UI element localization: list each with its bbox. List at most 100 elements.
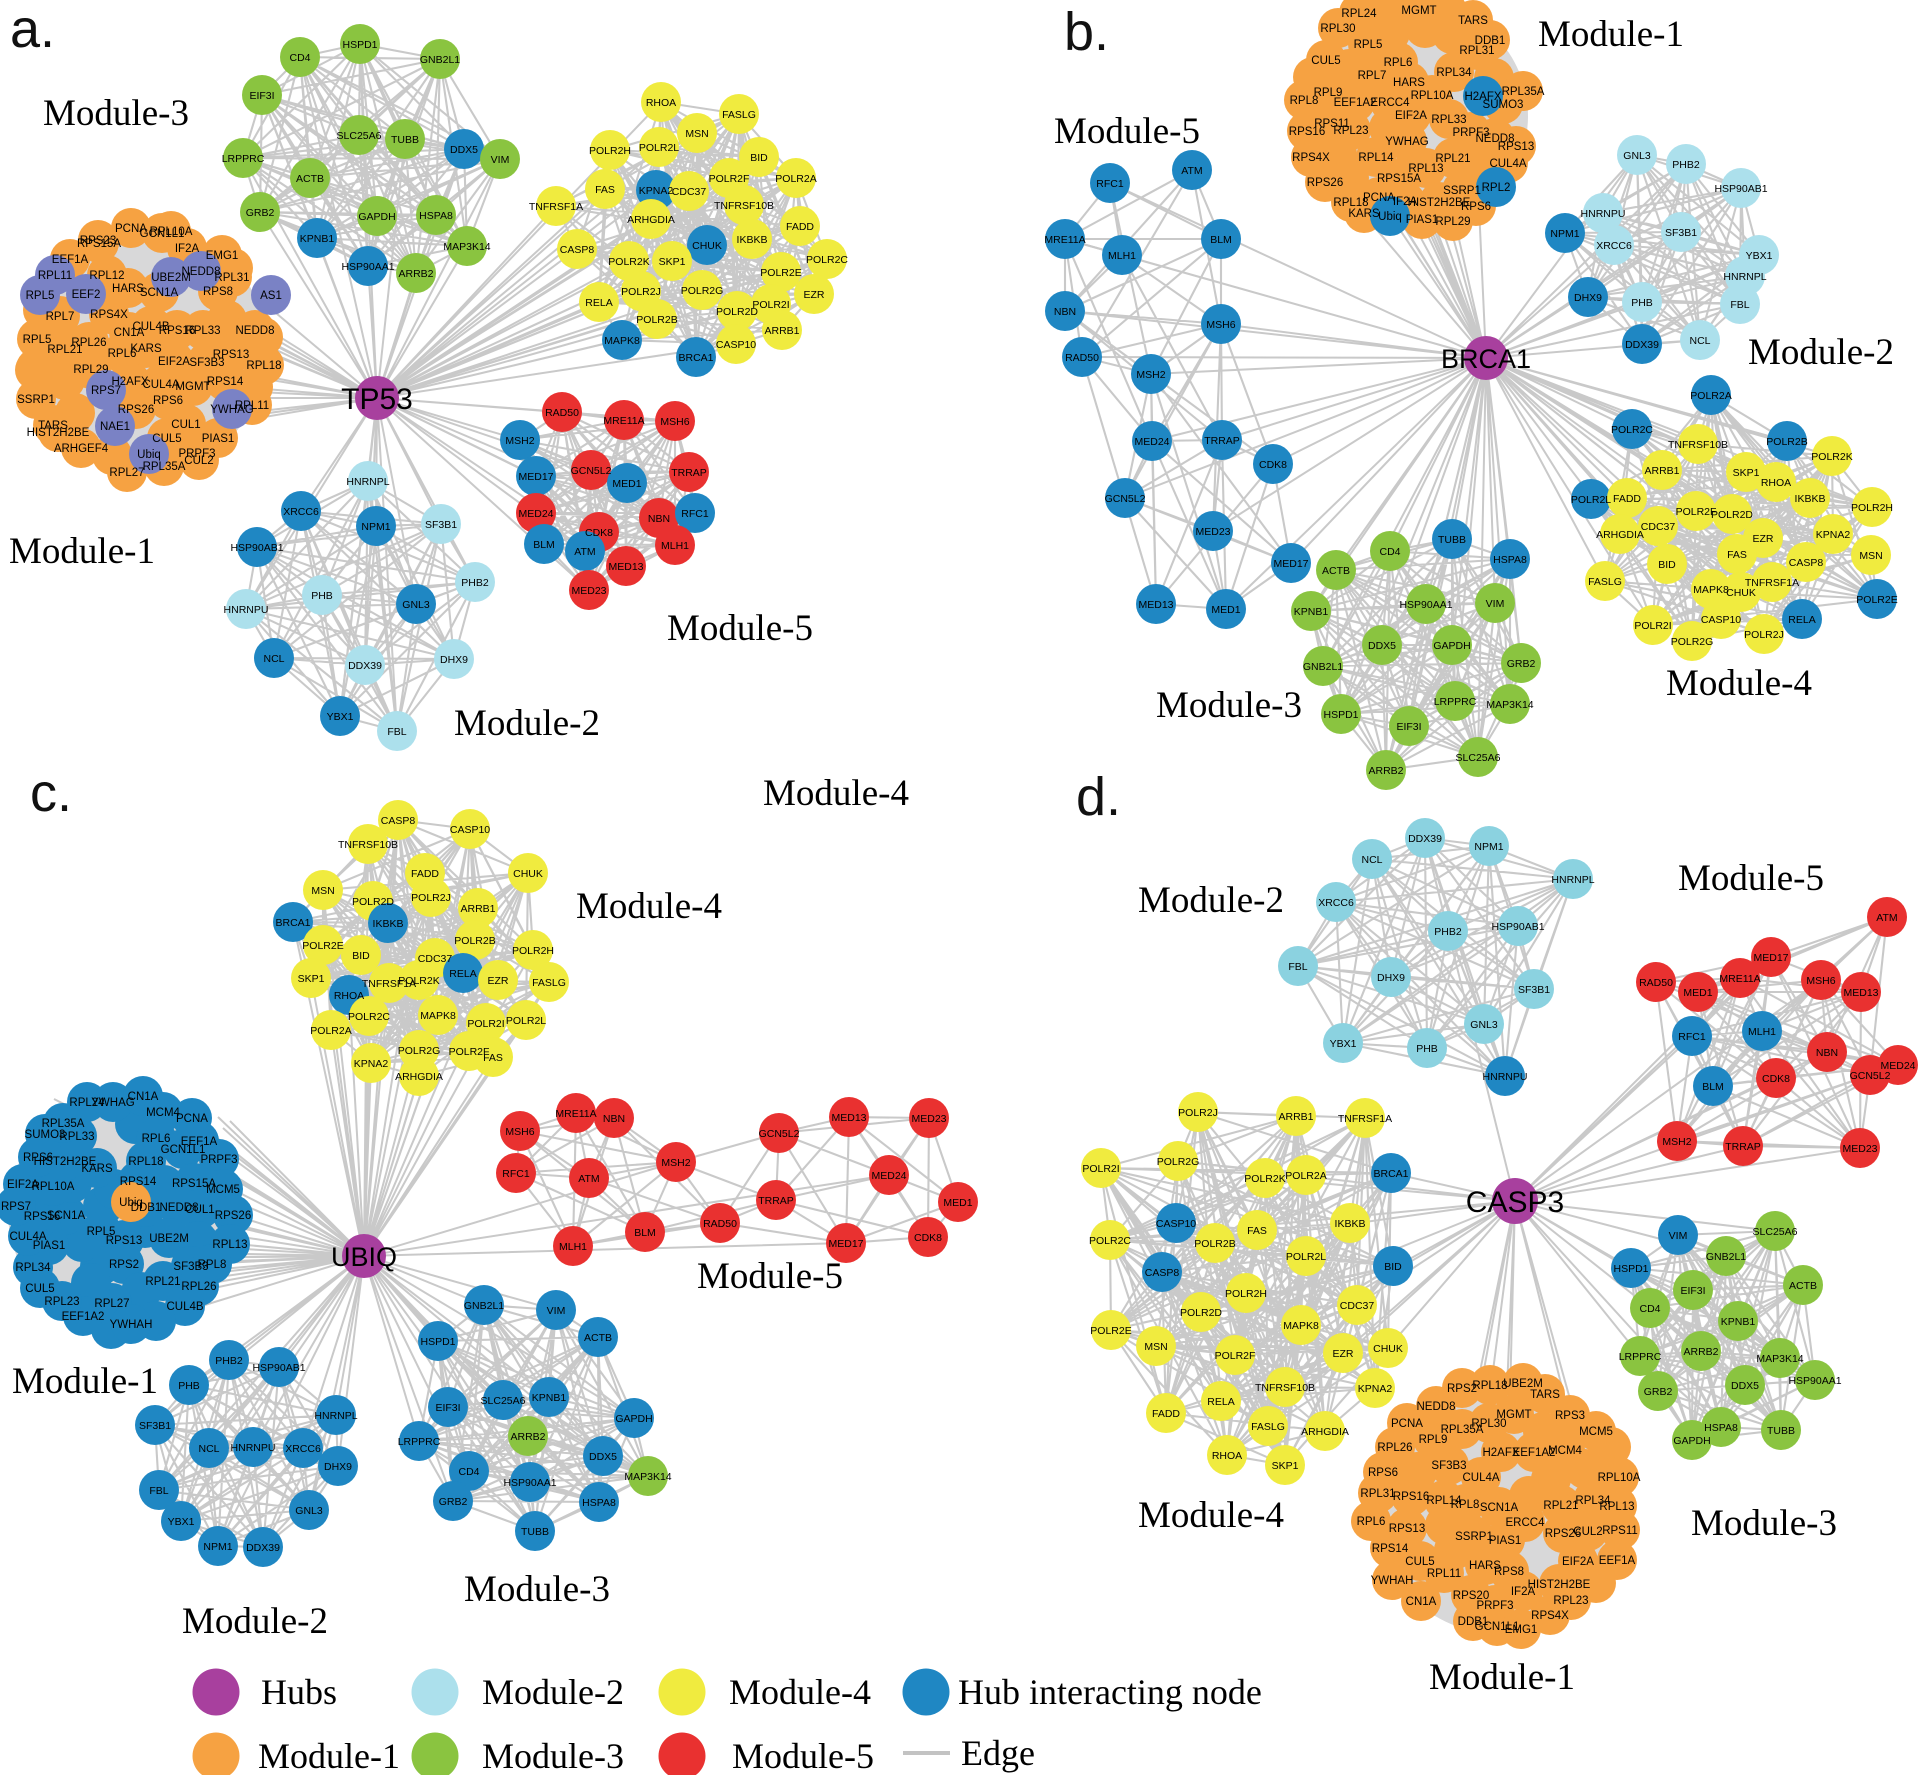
svg-text:MED17: MED17	[518, 471, 553, 483]
svg-text:GAPDH: GAPDH	[615, 1413, 652, 1425]
svg-text:RPS26: RPS26	[215, 1210, 251, 1222]
svg-text:YWHAG: YWHAG	[91, 1097, 135, 1109]
svg-text:UBE2M: UBE2M	[151, 272, 191, 284]
svg-text:HSP90AB1: HSP90AB1	[252, 1362, 305, 1374]
svg-text:RPS8: RPS8	[1494, 1566, 1524, 1578]
svg-text:MCM5: MCM5	[1579, 1426, 1613, 1438]
svg-text:TRRAP: TRRAP	[1204, 435, 1240, 447]
svg-text:GCN5L2: GCN5L2	[1850, 1070, 1891, 1082]
svg-text:EIF2A: EIF2A	[158, 356, 190, 368]
svg-text:KPNB1: KPNB1	[532, 1392, 567, 1404]
svg-text:MED13: MED13	[831, 1112, 866, 1124]
svg-text:BLM: BLM	[1210, 234, 1232, 246]
svg-text:SKP1: SKP1	[1272, 1460, 1299, 1472]
svg-text:DDX39: DDX39	[1625, 339, 1659, 351]
svg-text:IF2A: IF2A	[1511, 1586, 1536, 1598]
svg-text:RPL10A: RPL10A	[32, 1181, 75, 1193]
svg-text:YWHAH: YWHAH	[110, 1319, 153, 1331]
svg-text:POLR2H: POLR2H	[1225, 1288, 1267, 1300]
svg-text:RPS7: RPS7	[1, 1201, 31, 1213]
svg-text:EEF1A: EEF1A	[1599, 1555, 1636, 1567]
svg-text:PCNA: PCNA	[176, 1113, 208, 1125]
svg-text:POLR2K: POLR2K	[398, 975, 439, 987]
svg-text:FADD: FADD	[1152, 1408, 1180, 1420]
svg-text:CASP10: CASP10	[450, 824, 490, 836]
svg-text:HARS: HARS	[112, 283, 144, 295]
svg-text:RPL11: RPL11	[235, 400, 269, 412]
svg-text:CD4: CD4	[1639, 1303, 1660, 1315]
svg-text:POLR2F: POLR2F	[709, 173, 750, 185]
svg-text:EIF2A: EIF2A	[1562, 1556, 1594, 1568]
svg-text:POLR2H: POLR2H	[589, 145, 631, 157]
svg-text:PHB: PHB	[1416, 1043, 1438, 1055]
svg-text:RAD50: RAD50	[1065, 352, 1099, 364]
svg-text:Module-2: Module-2	[454, 703, 600, 744]
svg-text:XRCC6: XRCC6	[1318, 897, 1354, 909]
svg-text:RPL6: RPL6	[1357, 1516, 1386, 1528]
svg-text:POLR2J: POLR2J	[621, 286, 661, 298]
svg-text:POLR2K: POLR2K	[1811, 451, 1852, 463]
svg-text:Module-5: Module-5	[732, 1736, 874, 1775]
svg-text:TNFRSF10B: TNFRSF10B	[1255, 1382, 1315, 1394]
svg-text:PHB2: PHB2	[215, 1355, 243, 1367]
svg-text:RPL31: RPL31	[1459, 45, 1494, 57]
svg-text:POLR2E: POLR2E	[1856, 594, 1897, 606]
svg-text:MED24: MED24	[1134, 436, 1169, 448]
svg-text:MED24: MED24	[1880, 1060, 1915, 1072]
svg-text:MGMT: MGMT	[175, 381, 210, 393]
svg-text:GCN5L2: GCN5L2	[759, 1128, 800, 1140]
svg-text:VIM: VIM	[1669, 1230, 1688, 1242]
svg-text:RPL13: RPL13	[1408, 163, 1443, 175]
svg-text:HSP90AA1: HSP90AA1	[1399, 599, 1452, 611]
svg-text:RPL10A: RPL10A	[150, 226, 193, 238]
svg-text:MAP3K14: MAP3K14	[443, 241, 490, 253]
svg-text:RPL27: RPL27	[109, 467, 144, 479]
svg-text:RPS15A: RPS15A	[1377, 173, 1421, 185]
svg-text:CUL5: CUL5	[25, 1283, 54, 1295]
svg-text:EEF1A: EEF1A	[52, 254, 89, 266]
svg-text:CASP10: CASP10	[1701, 614, 1741, 626]
svg-text:CDK8: CDK8	[1259, 459, 1287, 471]
svg-text:CHUK: CHUK	[1373, 1343, 1403, 1355]
svg-text:RPS14: RPS14	[1372, 1543, 1409, 1555]
svg-text:DDX5: DDX5	[1731, 1380, 1759, 1392]
svg-text:KARS: KARS	[1348, 208, 1380, 220]
svg-text:PIAS1: PIAS1	[33, 1240, 66, 1252]
svg-text:POLR2I: POLR2I	[752, 299, 789, 311]
svg-text:GNL3: GNL3	[295, 1505, 323, 1517]
svg-text:Module-1: Module-1	[1538, 14, 1684, 55]
svg-text:TNFRSF1A: TNFRSF1A	[362, 978, 416, 990]
svg-text:GRB2: GRB2	[1644, 1386, 1673, 1398]
svg-text:ARRB2: ARRB2	[1683, 1346, 1718, 1358]
svg-text:HIST2H2BE: HIST2H2BE	[34, 1156, 97, 1168]
svg-text:MED1: MED1	[943, 1197, 972, 1209]
svg-text:SCN1A: SCN1A	[140, 287, 179, 299]
svg-text:RPS16: RPS16	[1289, 126, 1325, 138]
svg-text:POLR2C: POLR2C	[806, 254, 848, 266]
svg-text:EMG1: EMG1	[1505, 1624, 1538, 1636]
svg-text:RPL26: RPL26	[1377, 1442, 1412, 1454]
svg-text:RPS3: RPS3	[1555, 1410, 1585, 1422]
svg-text:RPL27: RPL27	[94, 1298, 129, 1310]
svg-text:MGMT: MGMT	[1496, 1409, 1531, 1421]
svg-text:ARHGDIA: ARHGDIA	[1596, 529, 1644, 541]
svg-text:MRE11A: MRE11A	[1719, 973, 1760, 985]
svg-text:FASLG: FASLG	[1251, 1421, 1285, 1433]
svg-text:HSPD1: HSPD1	[1613, 1263, 1648, 1275]
svg-text:PIAS1: PIAS1	[1406, 214, 1439, 226]
svg-text:RPS15A: RPS15A	[172, 1178, 216, 1190]
svg-text:ACTB: ACTB	[1789, 1280, 1817, 1292]
svg-text:SSRP1: SSRP1	[1443, 185, 1481, 197]
svg-text:ARRB2: ARRB2	[1368, 765, 1403, 777]
svg-text:KPNA2: KPNA2	[1816, 529, 1851, 541]
svg-text:RPS2: RPS2	[109, 1259, 139, 1271]
svg-text:RPL35A: RPL35A	[1502, 86, 1545, 98]
svg-text:GAPDH: GAPDH	[1673, 1435, 1710, 1447]
svg-text:KARS: KARS	[81, 1163, 113, 1175]
svg-text:H2AFX: H2AFX	[111, 376, 148, 388]
svg-text:RPS6: RPS6	[153, 395, 183, 407]
svg-text:MLH1: MLH1	[1108, 250, 1136, 262]
svg-text:EIF3I: EIF3I	[1680, 1285, 1705, 1297]
svg-text:EIF3I: EIF3I	[1396, 721, 1421, 733]
svg-text:CN1A: CN1A	[128, 1091, 159, 1103]
